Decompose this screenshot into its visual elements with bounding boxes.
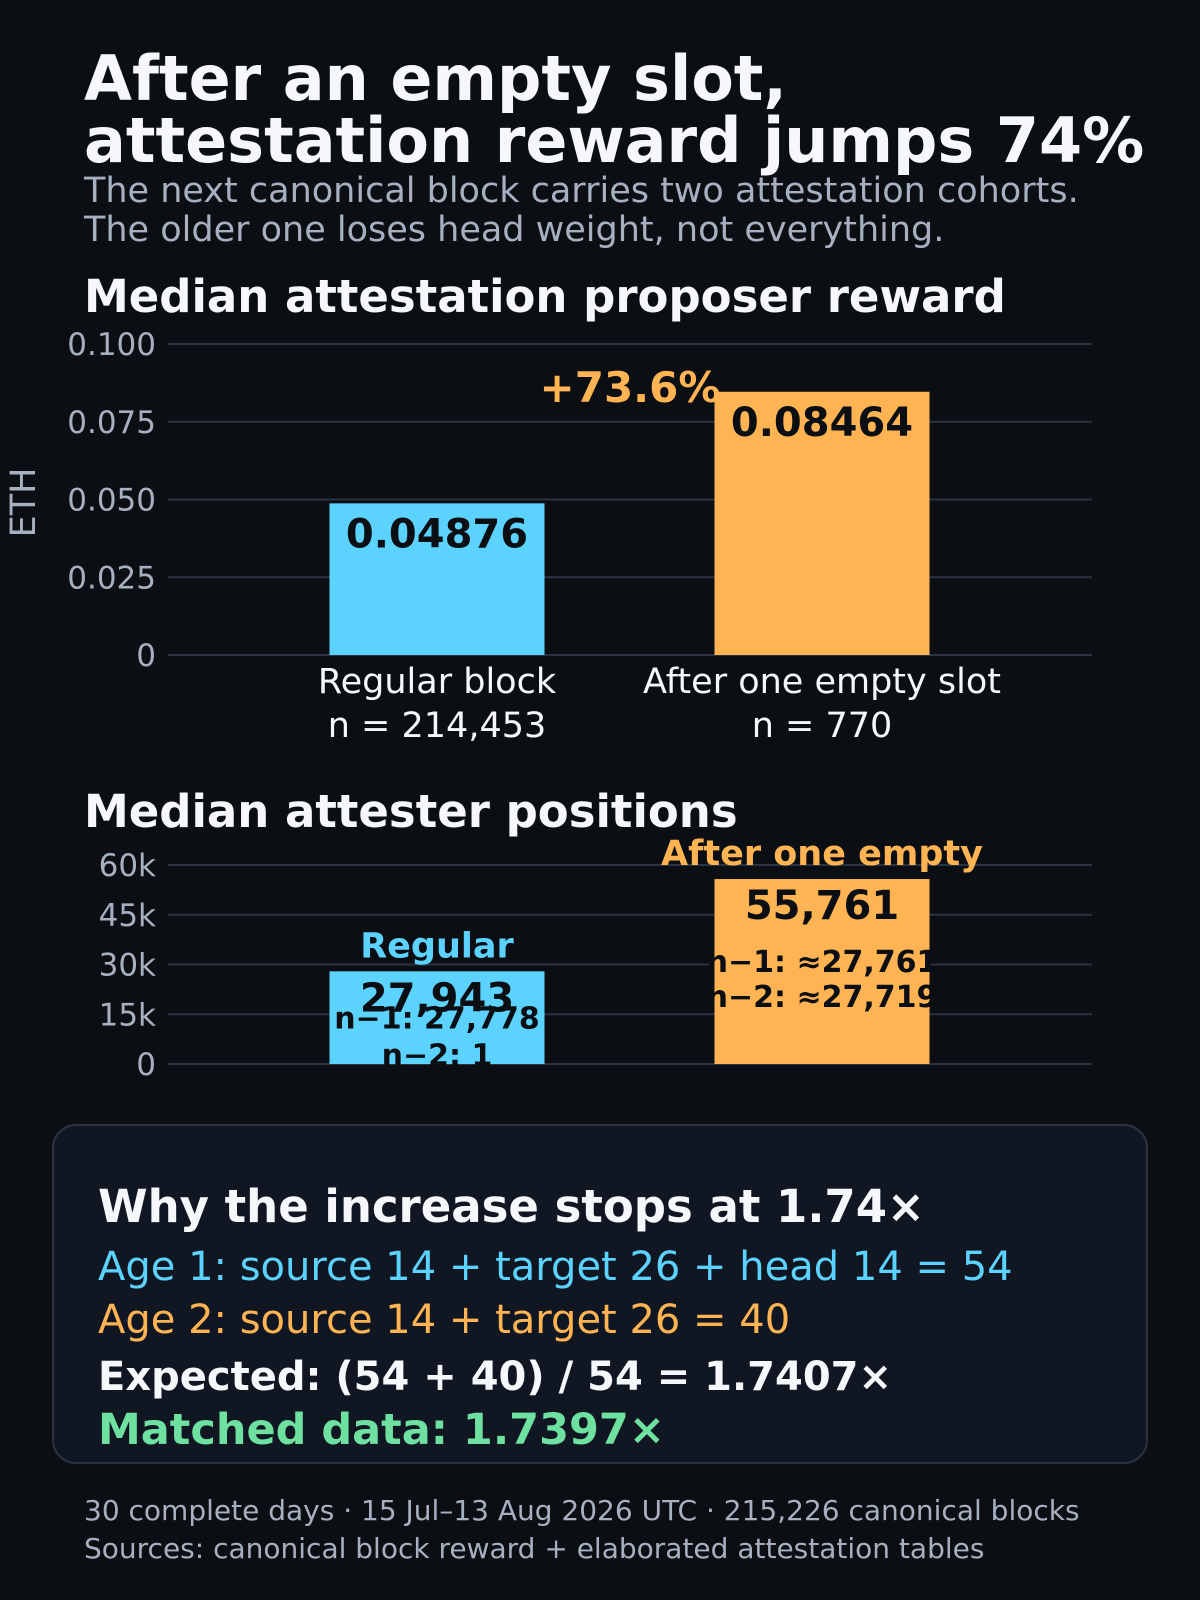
reward-category-sublabel: n = 770: [752, 706, 893, 746]
reward-bar: [329, 503, 545, 655]
reward-ytick-label: 0.075: [67, 405, 156, 441]
title-line-1: After an empty slot,: [84, 42, 787, 115]
reward-value-label: 0.04876: [346, 511, 528, 557]
reward-chart-title: Median attestation proposer reward: [84, 270, 1006, 323]
reward-category-label: Regular block: [318, 662, 557, 702]
reward-ytick-label: 0.100: [67, 327, 156, 363]
explanation-panel: Why the increase stops at 1.74× Age 1: s…: [52, 1124, 1148, 1464]
page-subtitle: The next canonical block carries two att…: [84, 172, 1194, 250]
positions-ytick-label: 15k: [99, 997, 156, 1033]
footer-line-2: Sources: canonical block reward + elabor…: [84, 1532, 985, 1565]
reward-category-label: After one empty slot: [643, 662, 1001, 702]
reward-category-sublabel: n = 214,453: [328, 706, 547, 746]
positions-ytick-label: 30k: [99, 948, 156, 984]
reward-change-annotation: +73.6%: [540, 363, 721, 412]
positions-breakdown-n2: n−2: ≈27,719: [707, 980, 938, 1015]
panel-age2: Age 2: source 14 + target 26 = 40: [98, 1297, 791, 1343]
positions-bar: [329, 971, 545, 1064]
positions-breakdown-n1: n−1: ≈27,761: [707, 945, 938, 980]
panel-matched: Matched data: 1.7397×: [98, 1405, 665, 1455]
positions-category-label: After one empty: [661, 834, 983, 874]
footer-line-1: 30 complete days · 15 Jul–13 Aug 2026 UT…: [84, 1494, 1080, 1527]
title-line-2: attestation reward jumps 74%: [84, 104, 1145, 177]
positions-chart-title: Median attester positions: [84, 785, 738, 838]
reward-value-label: 0.08464: [731, 400, 913, 446]
reward-ylabel: ETH: [4, 468, 44, 538]
positions-category-label: Regular: [360, 926, 514, 966]
panel-age1: Age 1: source 14 + target 26 + head 14 =…: [98, 1244, 1013, 1290]
reward-bar-chart: 0 0.025 0.050 0.075 0.100 ETH 0.04876 Regular b…: [4, 327, 1092, 746]
positions-breakdown-n2: n−2: 1: [382, 1038, 493, 1073]
subtitle-line-2: The older one loses head weight, not eve…: [84, 210, 945, 250]
reward-ytick-label: 0: [136, 638, 156, 674]
reward-ytick-label: 0.025: [67, 560, 156, 596]
panel-heading: Why the increase stops at 1.74×: [98, 1180, 925, 1233]
reward-ytick-label: 0.050: [67, 483, 156, 519]
reward-bar: [714, 391, 930, 655]
positions-ytick-label: 45k: [99, 898, 156, 934]
positions-ytick-label: 0: [136, 1047, 156, 1080]
positions-ytick-label: 60k: [99, 848, 156, 884]
positions-breakdown-n1: n−1: 27,778: [334, 1001, 540, 1036]
positions-value-label: 27,943: [360, 975, 514, 1021]
subtitle-line-1: The next canonical block carries two att…: [84, 171, 1079, 211]
positions-value-label: 55,761: [745, 883, 899, 929]
positions-bar: [714, 879, 930, 1064]
panel-expected: Expected: (54 + 40) / 54 = 1.7407×: [98, 1354, 893, 1400]
page-title: After an empty slot, attestation reward …: [84, 48, 1194, 172]
